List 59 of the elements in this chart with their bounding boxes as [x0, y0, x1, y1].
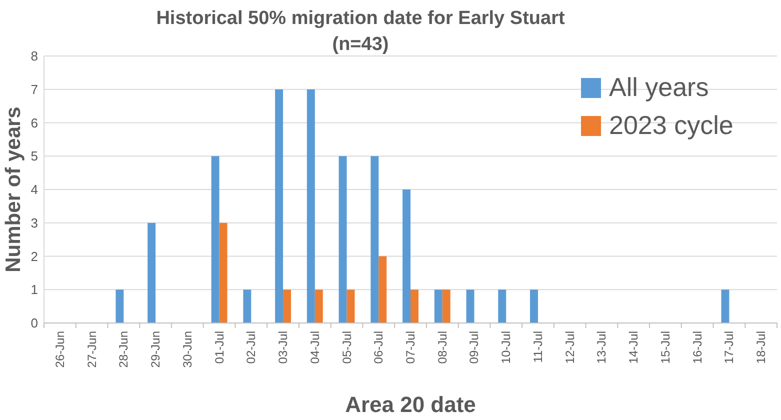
x-tick-label: 03-Jul [276, 331, 290, 364]
bar [211, 156, 220, 323]
x-tick-label: 17-Jul [722, 331, 736, 364]
y-tick-label: 7 [30, 82, 38, 97]
x-tick-label: 01-Jul [212, 331, 226, 364]
x-tick-label: 02-Jul [244, 331, 258, 364]
x-tick-label: 12-Jul [562, 331, 577, 364]
bar [314, 290, 323, 323]
bar [243, 290, 252, 323]
y-tick-label: 3 [30, 215, 38, 230]
x-tick-label: 13-Jul [594, 331, 609, 364]
y-tick-label: 0 [30, 316, 38, 331]
bar [410, 290, 418, 323]
x-tick-label: 09-Jul [467, 331, 482, 364]
x-tick-label: 16-Jul [690, 331, 704, 364]
x-tick-label: 26-Jun [52, 331, 67, 368]
x-tick-label: 30-Jun [180, 331, 194, 368]
x-tick-label: 05-Jul [340, 331, 354, 364]
bar [306, 89, 315, 323]
bar [370, 156, 379, 323]
x-axis-title: Area 20 date [345, 392, 476, 417]
bar [442, 290, 450, 323]
y-tick-label: 8 [30, 48, 38, 64]
bar [378, 256, 387, 323]
bar [402, 190, 410, 323]
bar [283, 290, 291, 323]
bar [346, 290, 355, 323]
x-tick-label: 18-Jul [754, 331, 768, 364]
y-tick-label: 4 [30, 182, 38, 198]
legend-label: All years [609, 72, 709, 102]
x-tick-label: 04-Jul [308, 331, 322, 364]
x-tick-label: 27-Jun [84, 331, 99, 368]
x-tick-label: 15-Jul [658, 331, 672, 364]
chart-title: Historical 50% migration date for Early Stuart [156, 8, 566, 29]
bar [116, 290, 124, 323]
x-tick-label: 06-Jul [372, 331, 386, 364]
x-tick-label: 08-Jul [435, 331, 450, 364]
y-axis-title: Number of years [2, 106, 25, 272]
chart-subtitle: (n=43) [332, 34, 389, 55]
x-tick-label: 10-Jul [499, 331, 514, 364]
bar [466, 290, 474, 323]
bar [721, 290, 730, 323]
x-tick-label: 07-Jul [404, 331, 418, 364]
bar [498, 290, 506, 323]
legend-label: 2023 cycle [609, 110, 734, 140]
x-tick-label: 29-Jun [148, 331, 163, 368]
y-tick-label: 5 [30, 148, 38, 164]
bar [530, 290, 538, 323]
y-tick-label: 1 [30, 282, 38, 298]
x-tick-label: 11-Jul [530, 331, 545, 363]
bar [275, 89, 284, 323]
bar [219, 222, 228, 323]
x-tick-label: 14-Jul [626, 331, 641, 364]
bar [338, 156, 347, 323]
x-tick-label: 28-Jun [116, 331, 131, 368]
y-tick-label: 2 [30, 248, 38, 264]
bar [148, 222, 156, 323]
y-tick-label: 6 [30, 115, 38, 130]
bar [434, 290, 442, 323]
